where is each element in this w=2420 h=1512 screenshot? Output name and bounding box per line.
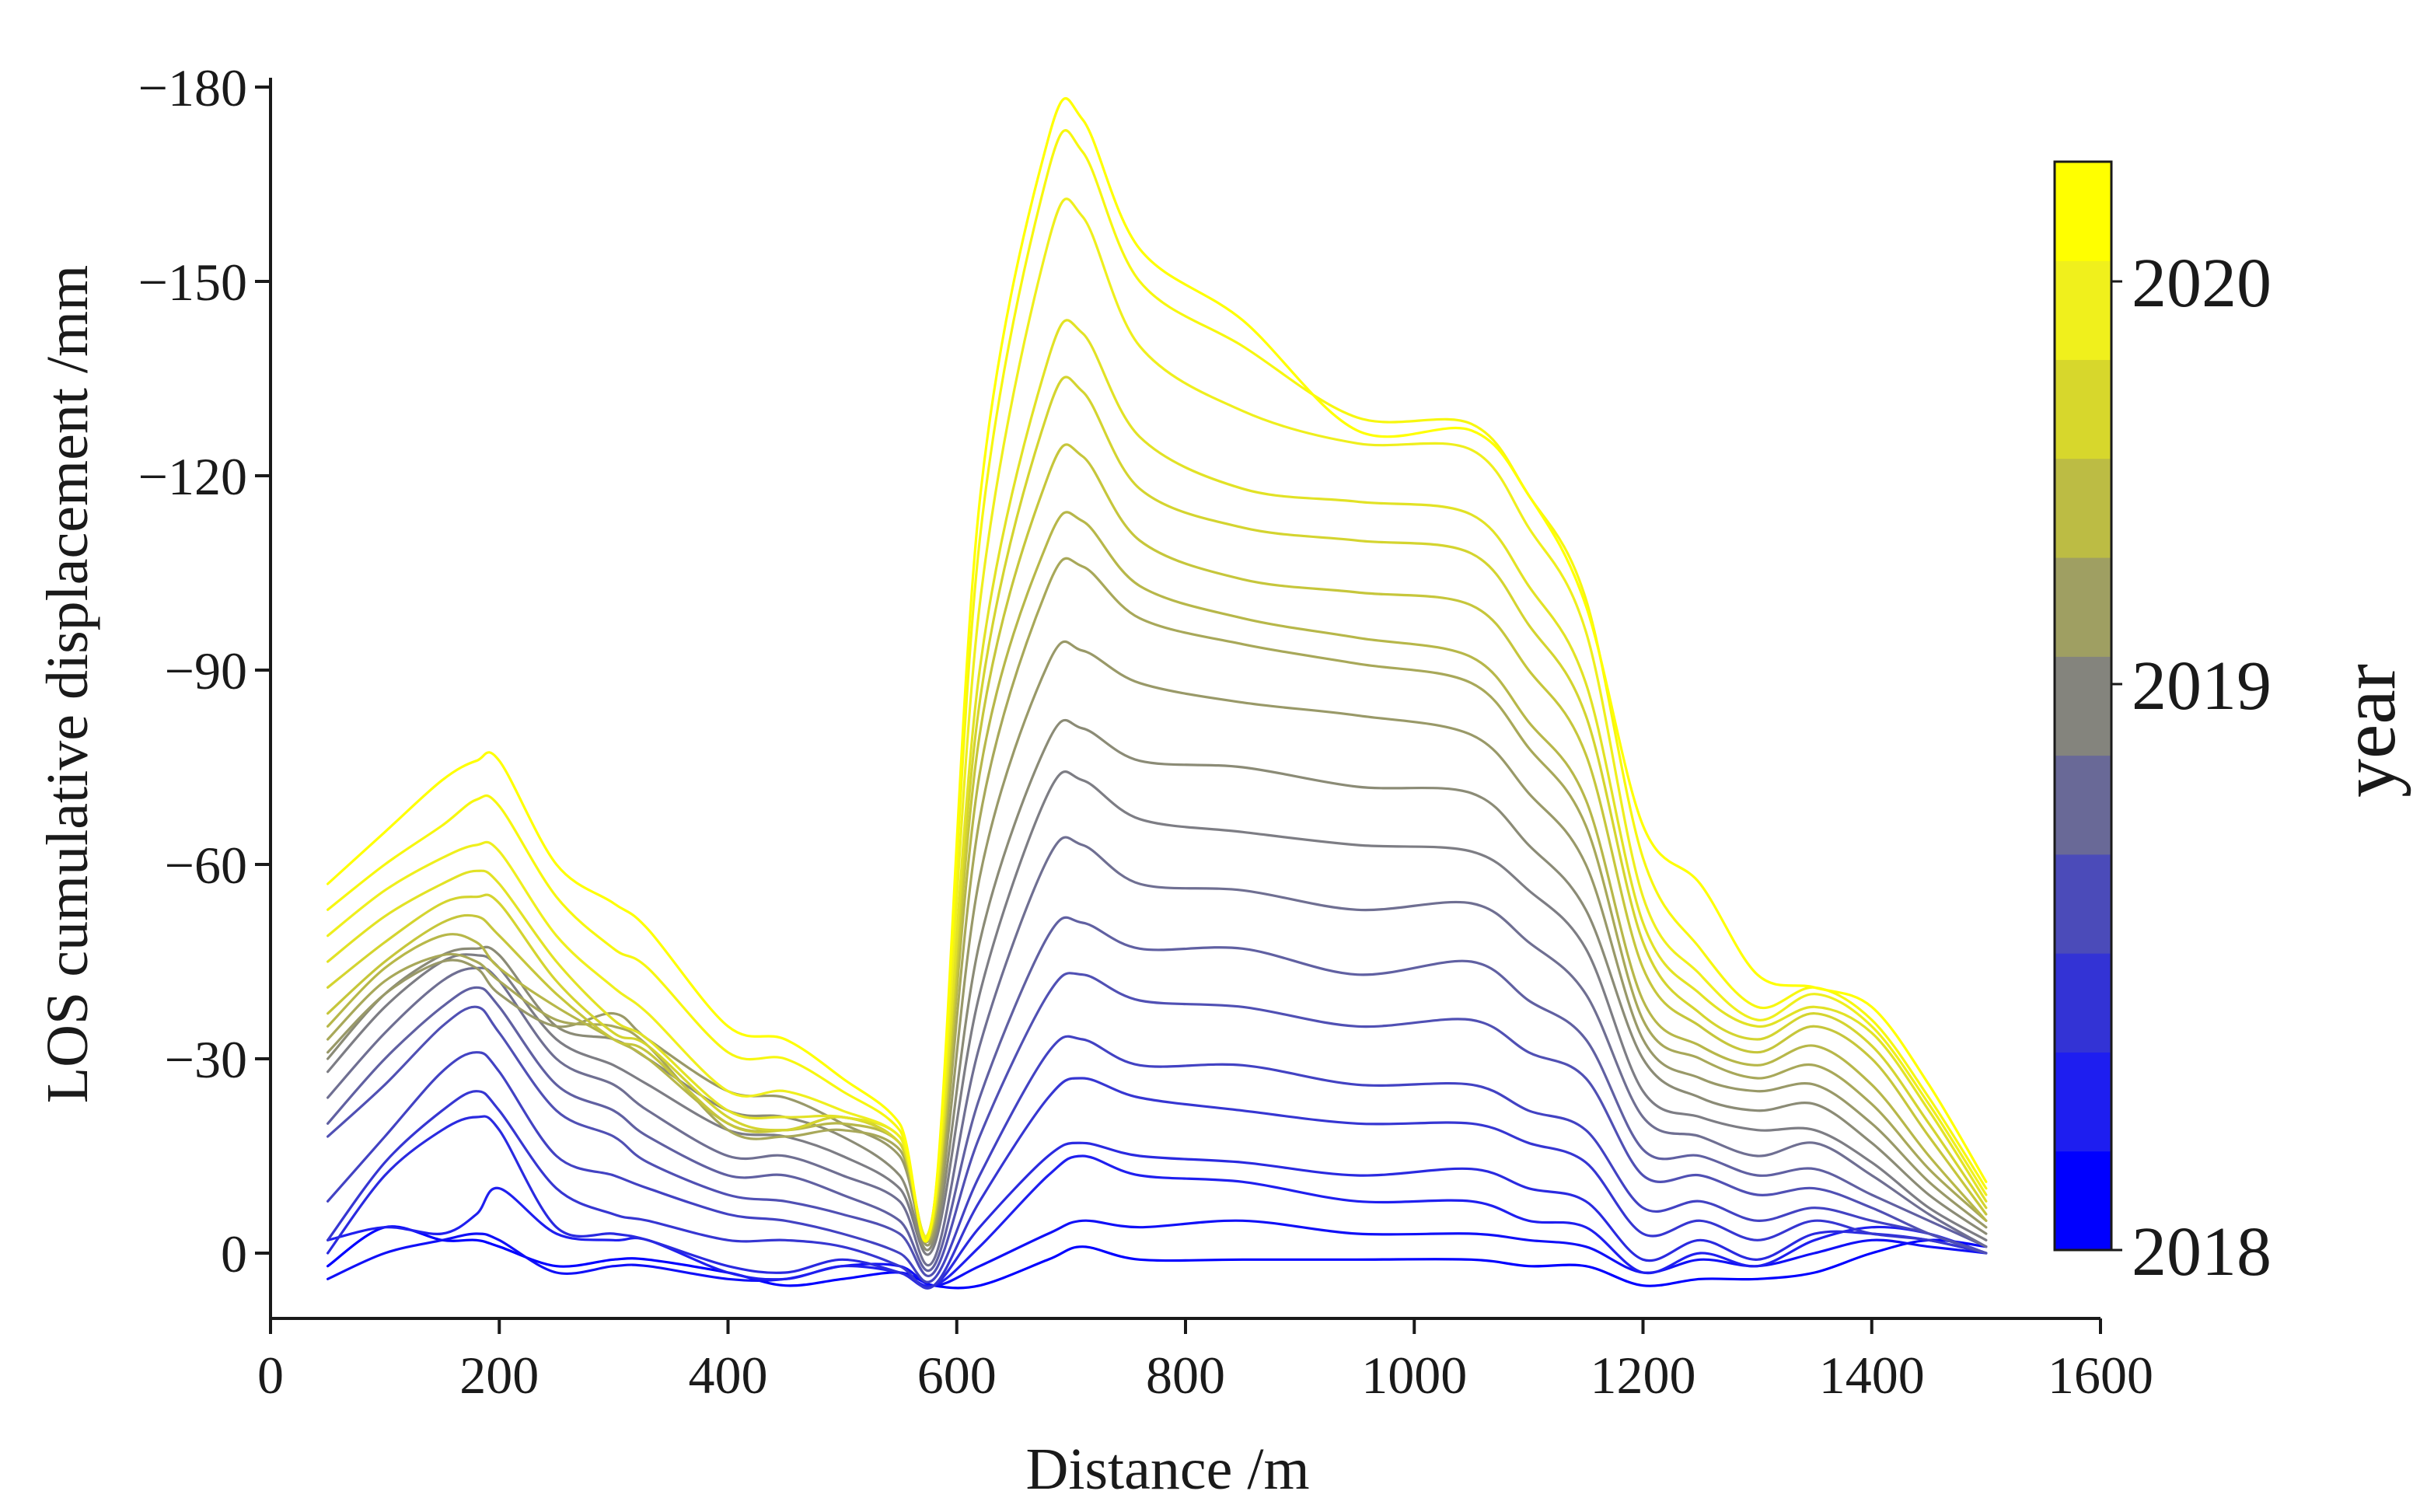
series-line	[327, 836, 1988, 1267]
colorbar-tick-label: 2018	[2132, 1213, 2272, 1290]
axes-layer: 0 200 400 600 800 1000 1200 1400 1600 −180 −150 −12…	[138, 58, 2153, 1405]
series-line	[327, 1225, 1988, 1290]
series-line	[327, 319, 1988, 1239]
colorbar-segment	[2055, 557, 2111, 657]
series-line	[327, 197, 1988, 1238]
series-line	[327, 770, 1988, 1256]
colorbar-segment	[2055, 162, 2111, 261]
colorbar-segment	[2055, 755, 2111, 855]
series-line	[327, 718, 1988, 1252]
series-line	[327, 640, 1988, 1247]
colorbar-label: year	[2325, 664, 2411, 798]
y-tick-label: 0	[221, 1224, 247, 1283]
colorbar-segment	[2055, 359, 2111, 459]
colorbar-segment	[2055, 458, 2111, 558]
y-tick-label: −180	[138, 58, 247, 117]
series-line	[327, 443, 1988, 1241]
x-tick-label: 0	[257, 1346, 284, 1405]
x-tick-label: 1200	[1591, 1346, 1696, 1405]
x-tick-label: 600	[917, 1346, 997, 1405]
series-line	[327, 1077, 1988, 1290]
colorbar-segment	[2055, 953, 2111, 1053]
y-tick-label: −60	[165, 836, 247, 895]
series-line	[327, 1154, 1988, 1288]
x-axis-label: Distance /m	[1025, 1437, 1309, 1502]
x-tick-label: 1400	[1819, 1346, 1925, 1405]
colorbar-frame	[2053, 160, 2113, 1252]
y-tick-label: −120	[138, 447, 247, 506]
colorbar-segment	[2055, 260, 2111, 361]
series-layer	[327, 96, 1988, 1290]
series-line	[327, 1115, 1988, 1289]
x-tick-label: 800	[1146, 1346, 1225, 1405]
series-line	[327, 511, 1988, 1239]
colorbar: 2018 2019 2020	[2053, 160, 2272, 1290]
series-line	[327, 972, 1988, 1277]
colorbar-tick-label: 2019	[2132, 648, 2272, 725]
y-tick-label: −30	[165, 1030, 247, 1089]
colorbar-segment	[2055, 854, 2111, 954]
series-line	[327, 557, 1988, 1244]
colorbar-tick-label: 2020	[2132, 245, 2272, 322]
colorbar-segment	[2055, 656, 2111, 756]
x-tick-label: 400	[689, 1346, 768, 1405]
x-tick-label: 1600	[2048, 1346, 2153, 1405]
series-line	[327, 916, 1988, 1273]
series-line	[327, 96, 1988, 1243]
series-line	[327, 1035, 1988, 1283]
series-line	[327, 375, 1988, 1238]
y-tick-label: −90	[165, 641, 247, 700]
x-tick-label: 1000	[1361, 1346, 1467, 1405]
colorbar-segment	[2055, 1151, 2111, 1251]
y-axis-label: LOS cumulative displacement /mm	[35, 265, 100, 1104]
y-tick-label: −150	[138, 253, 247, 312]
series-line	[327, 129, 1988, 1241]
x-tick-label: 200	[459, 1346, 539, 1405]
series-line	[327, 1219, 1988, 1287]
colorbar-segment	[2055, 1052, 2111, 1152]
